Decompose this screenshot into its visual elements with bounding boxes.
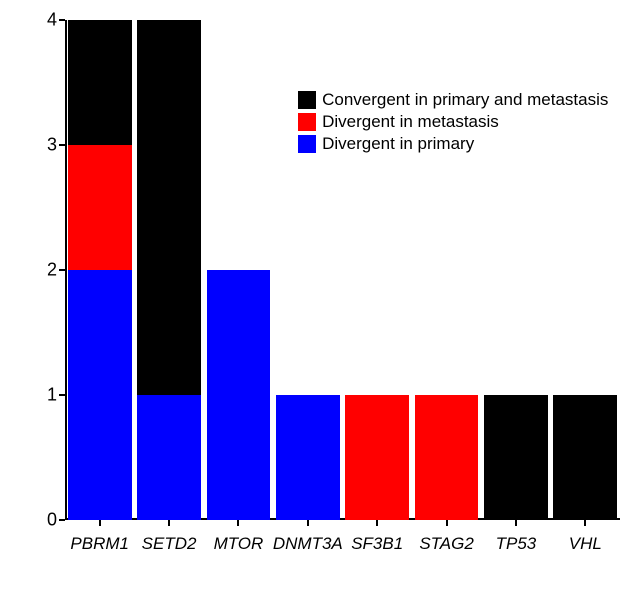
bar-segment	[207, 270, 271, 520]
legend-swatch	[298, 91, 316, 109]
legend-label: Divergent in primary	[322, 134, 474, 154]
legend-swatch	[298, 113, 316, 131]
bar-segment	[137, 395, 201, 520]
bar-segment	[68, 270, 132, 520]
x-tick-mark	[168, 520, 170, 526]
bar-segment	[68, 145, 132, 270]
bar-segment	[553, 395, 617, 520]
legend-label: Convergent in primary and metastasis	[322, 90, 608, 110]
bar-segment	[484, 395, 548, 520]
x-tick-label: SETD2	[142, 534, 197, 554]
y-axis-line	[65, 20, 67, 520]
chart-container: Number of Cases 01234PBRM1SETD2MTORDNMT3…	[0, 0, 637, 592]
x-tick-mark	[515, 520, 517, 526]
legend-item: Convergent in primary and metastasis	[298, 90, 608, 110]
y-tick-label: 4	[47, 10, 65, 31]
x-tick-label: SF3B1	[351, 534, 403, 554]
legend-item: Divergent in primary	[298, 134, 608, 154]
y-tick-label: 0	[47, 510, 65, 531]
y-tick-label: 3	[47, 135, 65, 156]
x-tick-label: MTOR	[214, 534, 264, 554]
bar-segment	[137, 20, 201, 395]
legend-label: Divergent in metastasis	[322, 112, 499, 132]
x-tick-label: TP53	[496, 534, 537, 554]
x-tick-mark	[376, 520, 378, 526]
legend-swatch	[298, 135, 316, 153]
bar-segment	[415, 395, 479, 520]
legend: Convergent in primary and metastasisDive…	[298, 90, 608, 156]
x-tick-label: STAG2	[419, 534, 473, 554]
x-tick-mark	[446, 520, 448, 526]
x-tick-mark	[584, 520, 586, 526]
x-tick-label: DNMT3A	[273, 534, 343, 554]
x-tick-label: VHL	[569, 534, 602, 554]
bar-segment	[276, 395, 340, 520]
y-tick-label: 1	[47, 385, 65, 406]
x-tick-mark	[99, 520, 101, 526]
bar-segment	[68, 20, 132, 145]
bar-segment	[345, 395, 409, 520]
x-tick-mark	[307, 520, 309, 526]
x-tick-label: PBRM1	[70, 534, 129, 554]
y-tick-label: 2	[47, 260, 65, 281]
legend-item: Divergent in metastasis	[298, 112, 608, 132]
x-tick-mark	[237, 520, 239, 526]
